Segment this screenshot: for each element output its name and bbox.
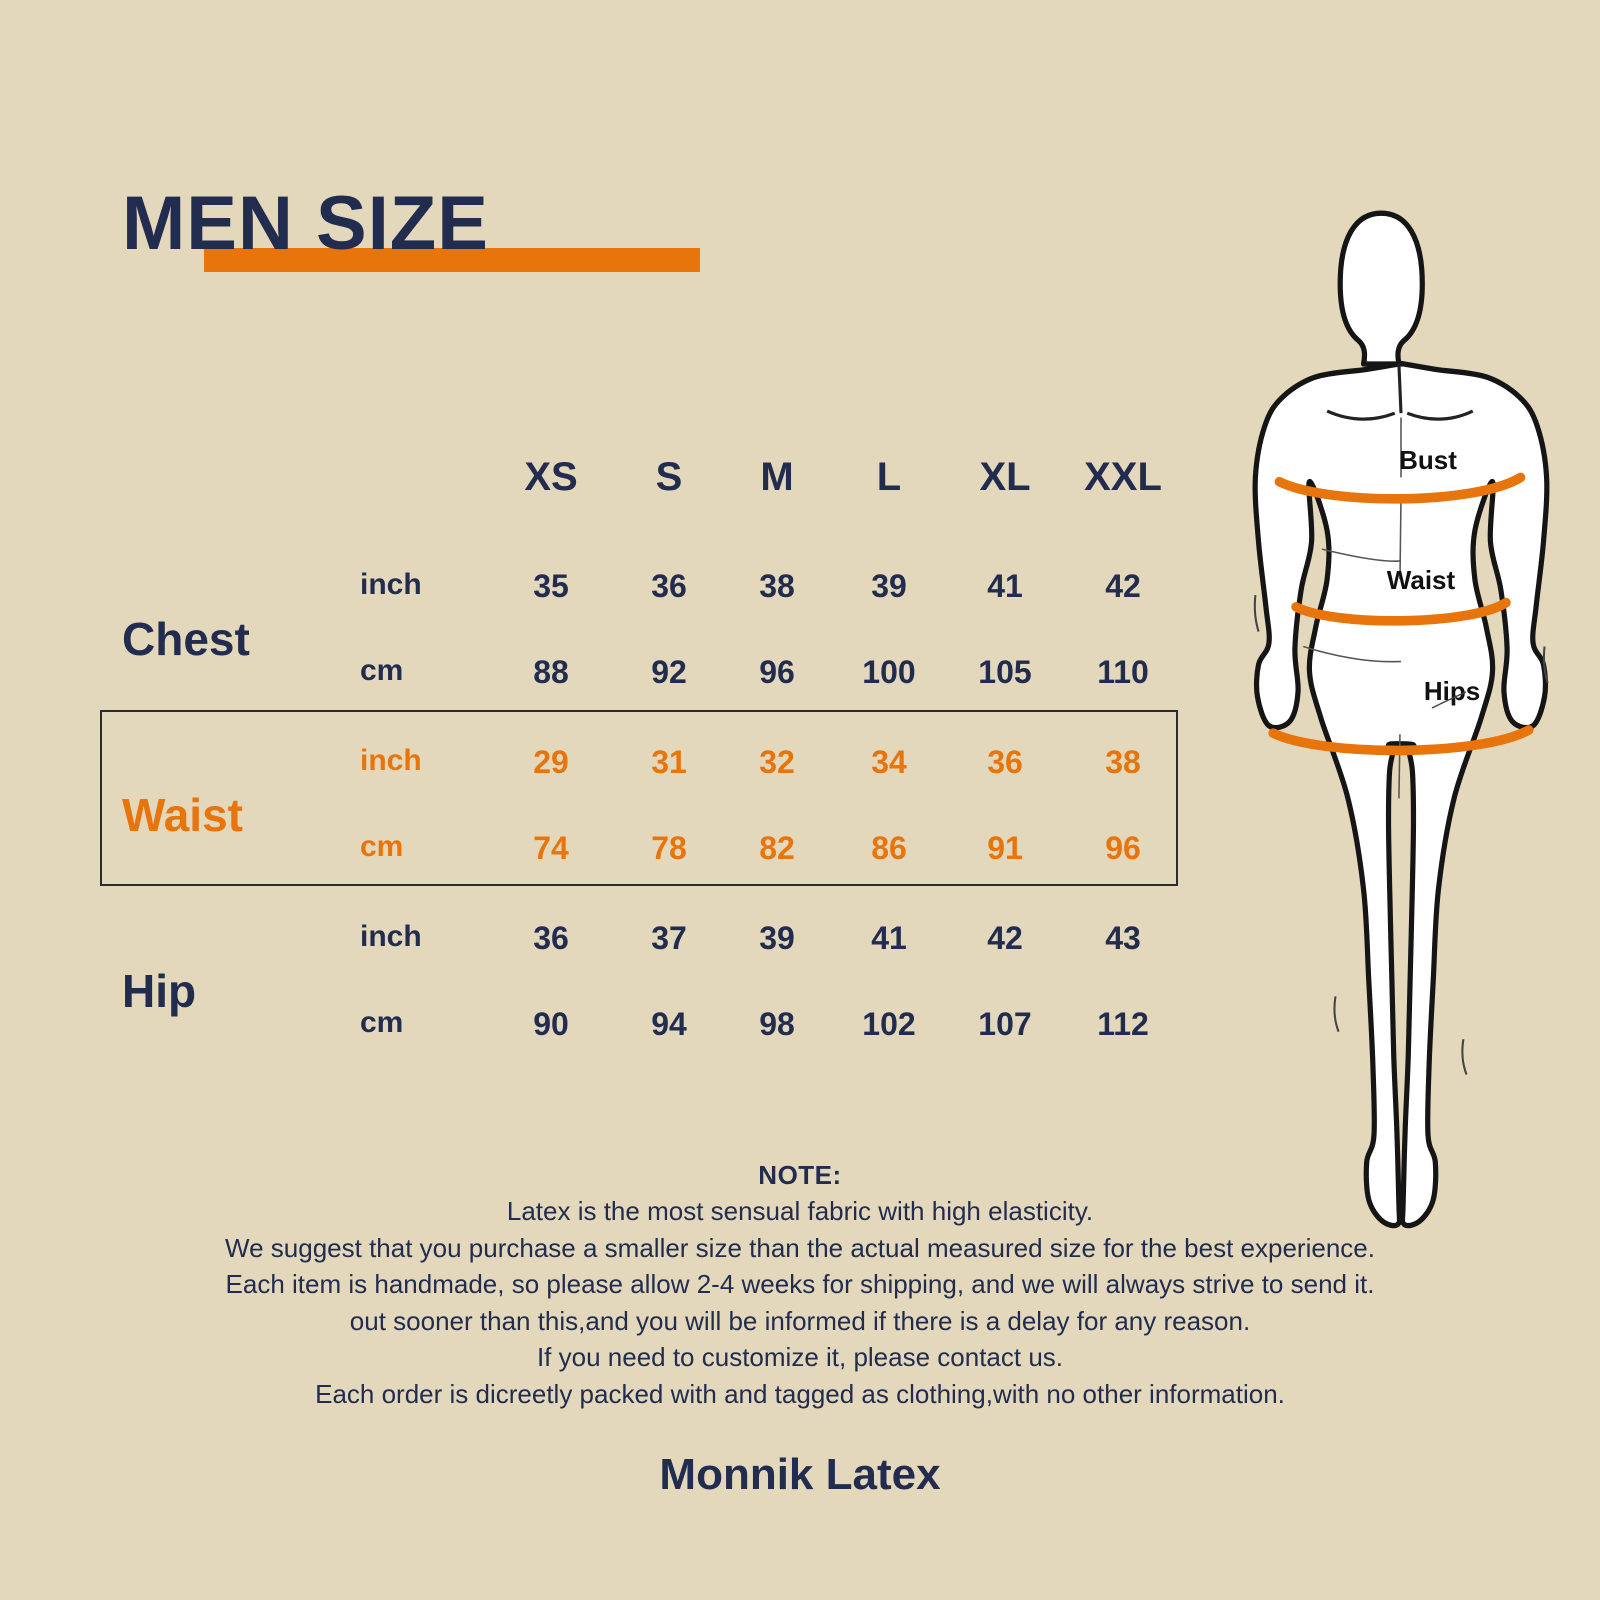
- svg-text:Waist: Waist: [1387, 565, 1456, 595]
- svg-text:Bust: Bust: [1399, 445, 1457, 475]
- svg-text:Hips: Hips: [1424, 676, 1480, 706]
